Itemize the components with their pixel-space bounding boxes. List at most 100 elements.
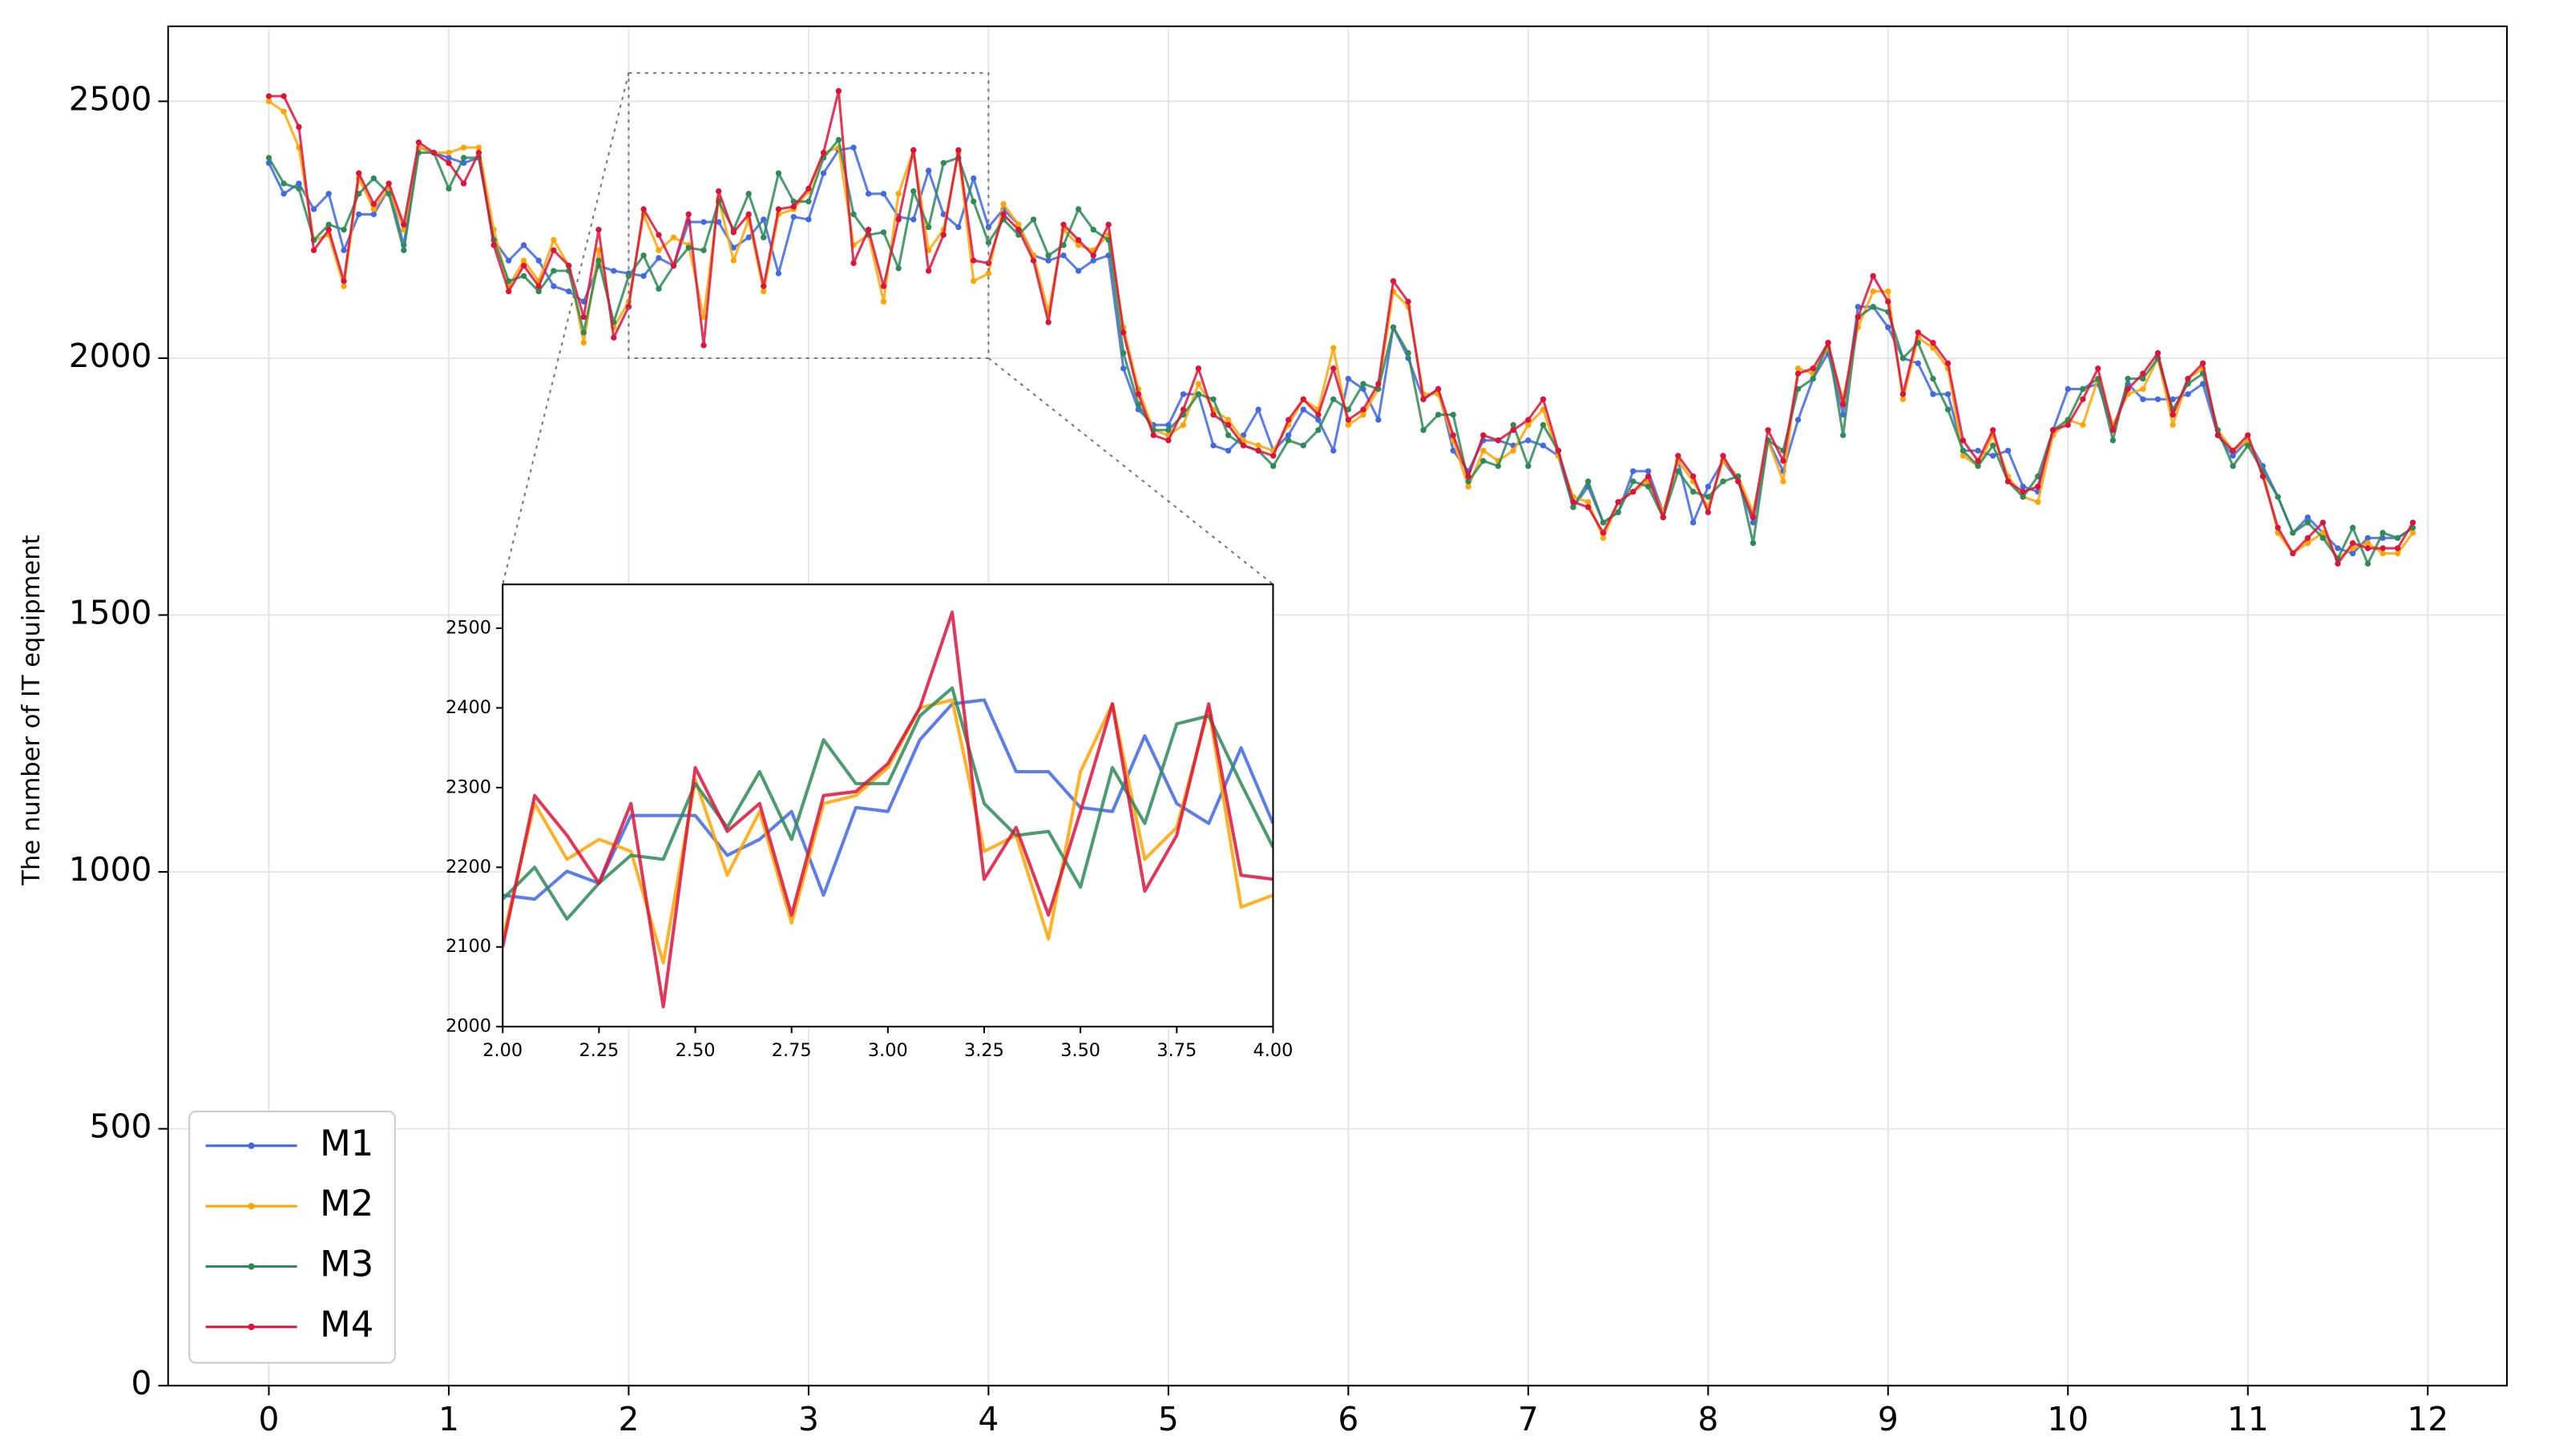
point	[1960, 447, 1967, 454]
point	[341, 227, 347, 233]
point	[1975, 458, 1981, 464]
point	[1090, 252, 1096, 259]
point	[1210, 411, 1217, 418]
point	[2065, 385, 2071, 393]
point	[775, 270, 782, 276]
point	[415, 139, 422, 146]
point	[1780, 478, 1786, 485]
point	[1450, 447, 1456, 454]
point	[1525, 421, 1532, 428]
point	[1630, 488, 1637, 495]
point	[2140, 370, 2146, 377]
point	[1060, 242, 1067, 248]
point	[1315, 417, 1322, 423]
point	[985, 240, 992, 246]
point	[2245, 432, 2251, 438]
point	[1584, 504, 1592, 510]
point	[1315, 427, 1322, 434]
point	[1930, 340, 1936, 346]
point	[1195, 365, 1202, 372]
point	[1810, 365, 1816, 372]
point	[925, 167, 932, 174]
inset-x-tick-label: 3.00	[868, 1040, 908, 1061]
point	[1584, 498, 1592, 506]
point	[775, 206, 782, 212]
y-tick-label: 2000	[69, 337, 152, 375]
point	[1660, 514, 1666, 521]
point	[2379, 545, 2386, 551]
point	[2020, 483, 2026, 490]
point	[2035, 498, 2041, 506]
point	[1825, 340, 1831, 346]
point	[895, 265, 902, 272]
point	[2259, 473, 2266, 480]
point	[1735, 478, 1742, 485]
point	[745, 211, 752, 218]
point	[2109, 437, 2117, 444]
point	[2364, 560, 2371, 567]
point	[1285, 437, 1292, 444]
point	[910, 188, 917, 195]
point	[265, 98, 272, 105]
point	[325, 227, 332, 233]
point	[670, 262, 677, 269]
point	[1000, 200, 1007, 208]
point	[2304, 540, 2311, 547]
point	[1270, 462, 1277, 470]
point	[1690, 488, 1697, 495]
point	[580, 340, 587, 346]
point	[1960, 437, 1967, 444]
point	[1435, 385, 1442, 393]
point	[880, 298, 887, 305]
point	[1465, 473, 1471, 480]
point	[1750, 519, 1757, 526]
point	[1405, 298, 1411, 305]
point	[2230, 447, 2236, 454]
point	[1390, 324, 1397, 331]
y-tick-label: 0	[131, 1364, 151, 1402]
point	[1615, 498, 1621, 506]
point	[1210, 442, 1217, 449]
x-tick-label: 7	[1518, 1400, 1539, 1438]
point	[370, 211, 377, 218]
point	[535, 283, 542, 289]
point	[1225, 417, 1232, 423]
point	[1345, 421, 1352, 428]
point	[446, 159, 452, 167]
point	[1330, 345, 1337, 351]
point	[1030, 216, 1037, 223]
point	[1285, 417, 1292, 423]
point	[1210, 396, 1217, 402]
point	[1045, 252, 1051, 259]
point	[1675, 468, 1681, 474]
point	[281, 191, 287, 197]
point	[310, 247, 317, 254]
point	[2170, 411, 2176, 418]
point	[341, 247, 347, 254]
inset-frame	[502, 583, 1274, 1028]
point	[1794, 370, 1802, 377]
point	[1555, 447, 1561, 454]
point	[1300, 396, 1306, 402]
point	[1015, 221, 1022, 228]
point	[1075, 236, 1082, 244]
point	[805, 185, 812, 192]
point	[1120, 349, 1127, 357]
point	[2364, 540, 2371, 547]
point	[1930, 375, 1936, 382]
point	[1899, 391, 1907, 397]
point	[1780, 458, 1786, 464]
point	[2304, 519, 2311, 526]
point	[880, 283, 887, 289]
x-tick-label: 0	[259, 1400, 280, 1438]
point	[850, 211, 857, 218]
point	[1465, 483, 1471, 490]
inset-y-tick-label: 2000	[446, 1016, 491, 1037]
point	[475, 149, 482, 156]
point	[670, 234, 677, 240]
inset-y-tick-label: 2500	[446, 617, 491, 638]
point	[1030, 257, 1037, 264]
point	[580, 314, 587, 321]
point	[1495, 437, 1502, 444]
point	[850, 260, 857, 267]
